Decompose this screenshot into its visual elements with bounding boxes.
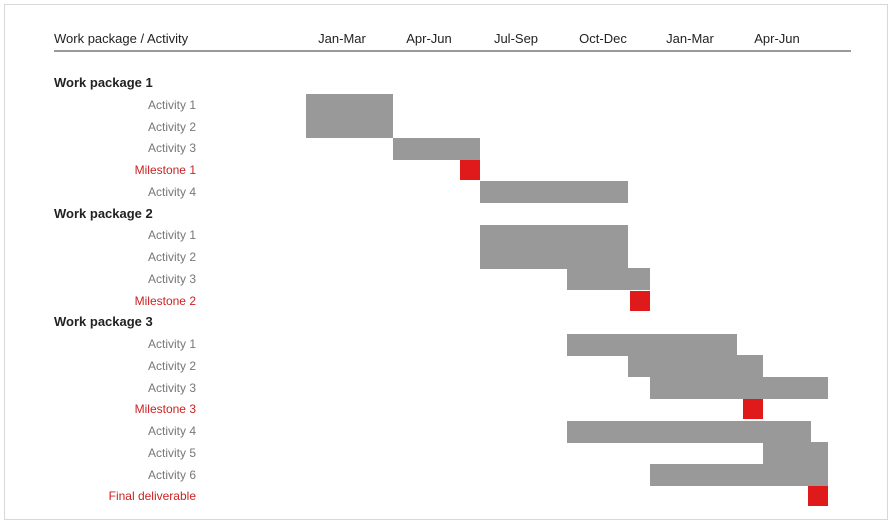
work-package-label: Work package 1 bbox=[54, 75, 153, 90]
activity-bar bbox=[306, 94, 393, 117]
label-column-header: Work package / Activity bbox=[54, 31, 189, 46]
activity-label: Activity 4 bbox=[147, 424, 196, 438]
period-header: Jan-Mar bbox=[318, 31, 366, 46]
activity-bar bbox=[480, 181, 628, 204]
activity-label: Activity 1 bbox=[147, 228, 196, 243]
activity-bar bbox=[480, 224, 628, 247]
activity-label: Activity 1 bbox=[147, 337, 196, 351]
milestone-label: Milestone 1 bbox=[134, 163, 196, 177]
period-header: Apr-Jun bbox=[754, 31, 800, 46]
milestone-marker bbox=[629, 290, 650, 311]
milestone-label: Milestone 3 bbox=[134, 402, 196, 417]
activity-bar bbox=[567, 268, 650, 291]
activity-bar bbox=[567, 420, 811, 443]
milestone-marker bbox=[460, 160, 480, 180]
period-header: Jan-Mar bbox=[666, 31, 714, 46]
activity-label: Activity 3 bbox=[147, 271, 196, 286]
activity-bar bbox=[649, 464, 828, 486]
period-header: Apr-Jun bbox=[406, 31, 452, 46]
activity-bar bbox=[627, 355, 763, 378]
activity-label: Activity 3 bbox=[147, 380, 196, 395]
activity-label: Activity 6 bbox=[147, 467, 196, 482]
activity-bar bbox=[480, 246, 628, 269]
activity-label: Activity 2 bbox=[147, 119, 196, 134]
activity-label: Activity 5 bbox=[147, 445, 196, 460]
work-package-label: Work package 2 bbox=[54, 205, 153, 221]
activity-bar bbox=[649, 377, 828, 399]
period-header: Oct-Dec bbox=[579, 31, 627, 46]
period-header: Jul-Sep bbox=[493, 31, 539, 46]
milestone-marker bbox=[742, 399, 763, 420]
activity-bar bbox=[306, 116, 393, 138]
activity-label: Activity 1 bbox=[147, 97, 196, 112]
header-rule bbox=[54, 50, 851, 52]
activity-label: Activity 3 bbox=[147, 141, 196, 156]
activity-bar bbox=[567, 333, 737, 356]
milestone-label: Milestone 2 bbox=[134, 293, 196, 308]
work-package-label: Work package 3 bbox=[54, 314, 153, 330]
milestone-label: Final deliverable bbox=[108, 489, 196, 504]
milestone-marker bbox=[808, 486, 828, 507]
activity-label: Activity 4 bbox=[147, 184, 196, 199]
activity-label: Activity 2 bbox=[147, 250, 196, 264]
activity-bar bbox=[393, 137, 480, 160]
activity-label: Activity 2 bbox=[147, 358, 196, 373]
activity-bar bbox=[762, 442, 828, 465]
